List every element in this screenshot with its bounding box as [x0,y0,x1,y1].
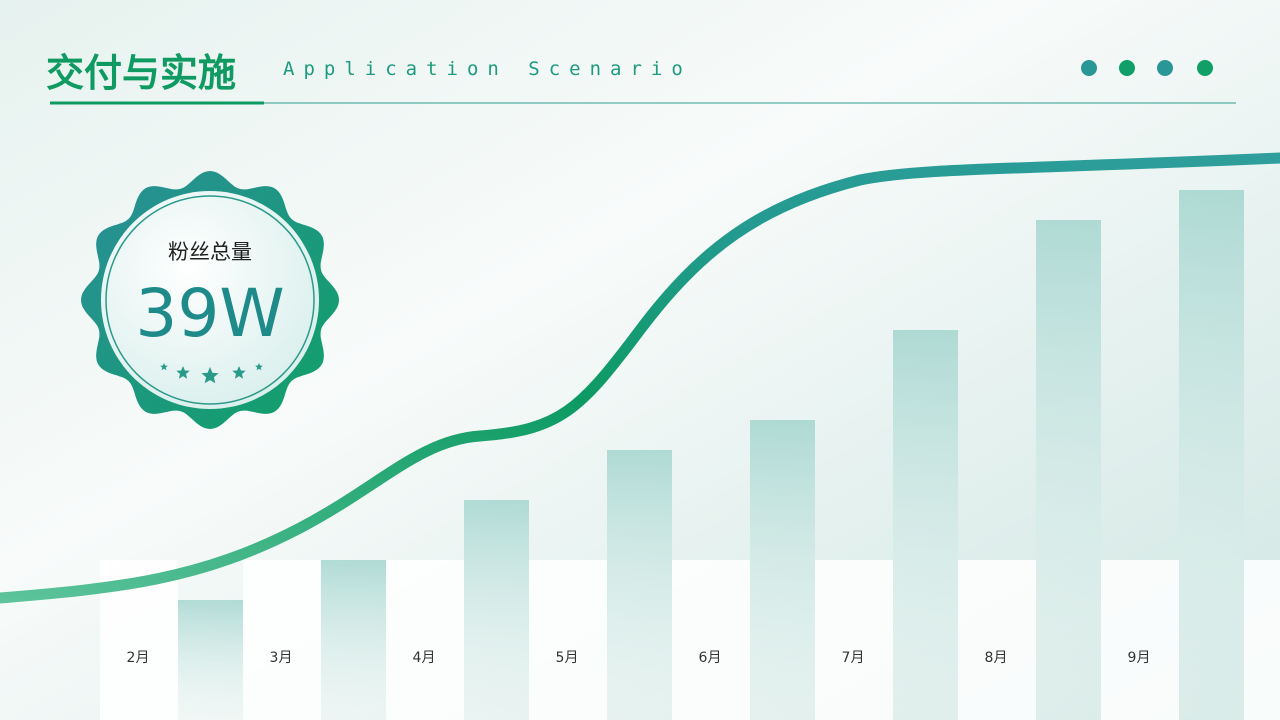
badge-inner [101,191,319,409]
stars [160,363,263,384]
column-light [386,560,464,720]
star [201,367,219,384]
star [255,363,263,371]
column-teal [464,500,529,720]
month-label: 9月 [1128,650,1151,666]
star [232,366,246,379]
dot [1197,60,1213,76]
title: 交付与实施 [46,51,236,95]
badge-value: 39W [135,275,284,352]
month-label: 4月 [413,650,436,666]
trend-curve [0,152,1280,604]
dot [1081,60,1097,76]
column-teal [750,420,815,720]
column-teal [321,560,386,720]
columns [100,190,1280,720]
dot [1157,60,1173,76]
month-label: 7月 [842,650,865,666]
column-light [1101,560,1179,720]
column-teal [893,330,958,720]
column-light [672,560,750,720]
star [176,366,190,379]
column-teal [178,600,243,720]
month-labels: 2月 3月 4月 5月 6月 7月 8月 9月 [127,650,1151,666]
month-label: 5月 [556,650,579,666]
column-teal [1179,190,1244,720]
subtitle: Application Scenario [283,58,692,80]
column-light [1244,560,1280,720]
month-label: 6月 [699,650,722,666]
column-light [815,560,893,720]
column-teal [1036,220,1101,720]
badge-label: 粉丝总量 [168,240,252,264]
column-light [958,560,1036,720]
column-light [529,560,607,720]
month-label: 3月 [270,650,293,666]
column-teal [607,450,672,720]
month-label: 2月 [127,650,150,666]
month-label: 8月 [985,650,1008,666]
dot [1119,60,1135,76]
star [160,363,168,371]
column-light [243,560,321,720]
badge-ring [105,195,315,405]
